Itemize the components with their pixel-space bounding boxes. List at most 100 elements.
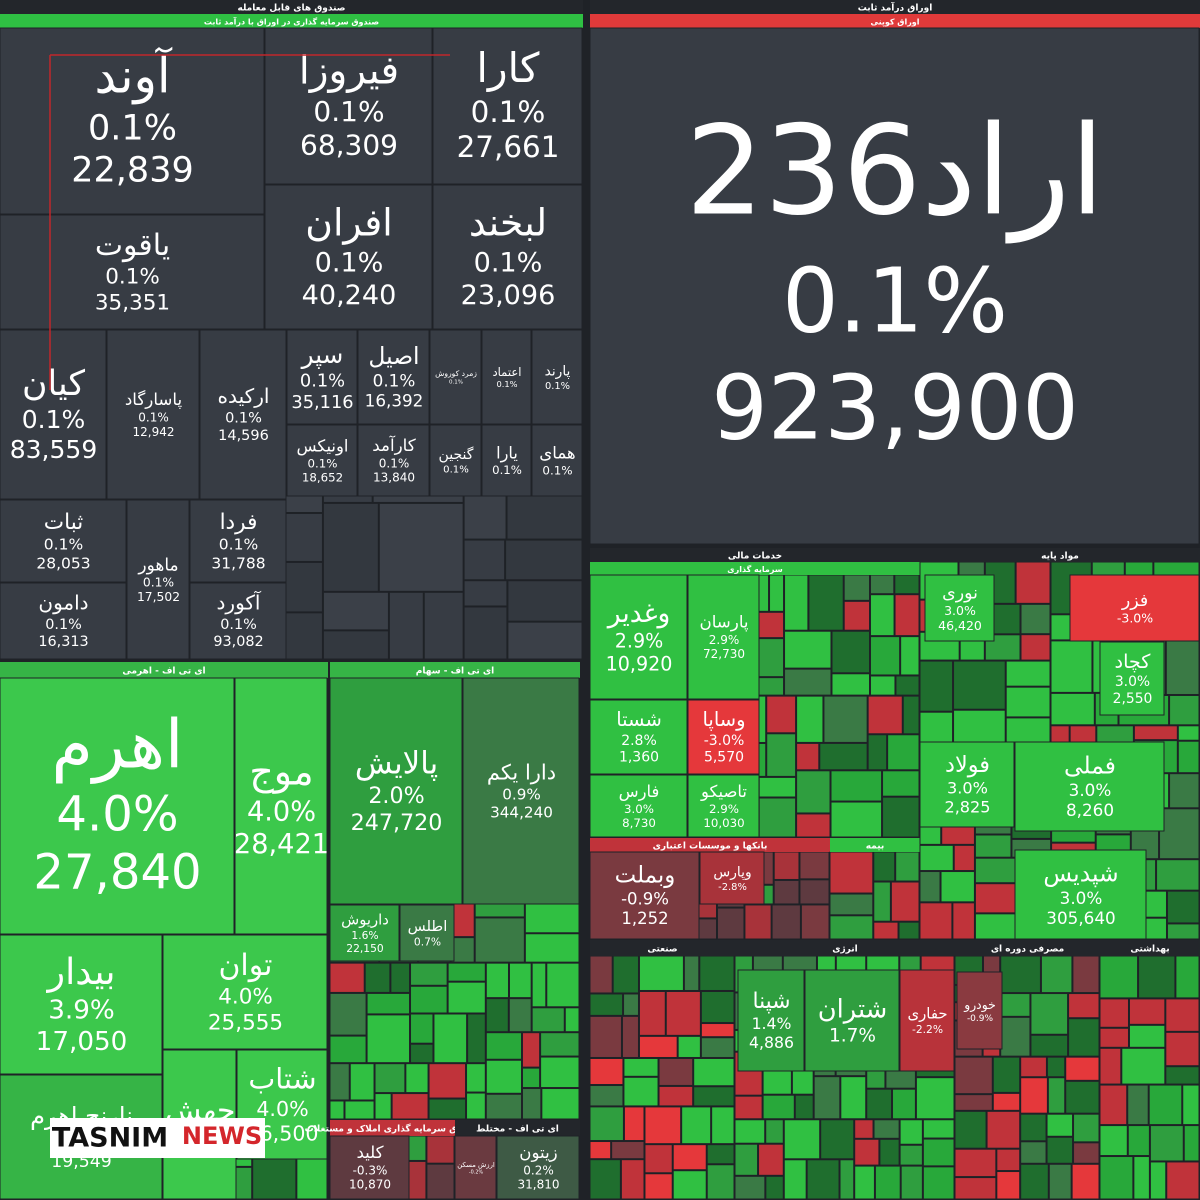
filler-cell — [1072, 955, 1100, 994]
tile-box — [1069, 574, 1200, 642]
tile-change: 2.9% — [709, 802, 739, 816]
filler-cell — [890, 881, 920, 922]
tile-name: اطلس — [408, 918, 448, 935]
tile-value: 31,810 — [518, 1178, 560, 1192]
filler-cell — [374, 1093, 392, 1120]
section-header — [330, 662, 580, 678]
section-title: بهداشتی — [1130, 945, 1169, 955]
filler-cell — [1073, 1113, 1100, 1143]
filler-cell — [1128, 1024, 1166, 1048]
filler-cell — [433, 1013, 468, 1064]
filler-cell — [854, 1119, 874, 1139]
tile-name: شستا — [616, 708, 662, 731]
tile-box — [429, 329, 482, 425]
tile-box — [737, 969, 805, 1072]
filler-cell — [830, 770, 883, 802]
filler-cell — [485, 1059, 522, 1094]
filler-cell — [867, 695, 903, 735]
tile-box — [189, 499, 287, 583]
filler-cell — [839, 1159, 855, 1200]
filler-cell — [485, 998, 509, 1033]
filler-cell — [1015, 561, 1051, 604]
tile-box — [0, 329, 107, 500]
tile-change: 0.1% — [225, 410, 262, 426]
filler-cell — [322, 502, 379, 592]
filler-cell — [505, 539, 583, 581]
filler-cell — [887, 734, 920, 771]
tile-box — [264, 184, 433, 330]
tile-box — [286, 329, 358, 425]
tile-value: 10,870 — [349, 1178, 391, 1192]
tile-name: توان — [218, 948, 272, 983]
filler-cell — [952, 902, 975, 940]
tile-change: 3.0% — [1069, 780, 1112, 800]
tile-change: 0.1% — [138, 410, 169, 424]
filler-cell — [829, 851, 874, 894]
tile-value: 28,053 — [36, 554, 90, 572]
filler-cell — [706, 1144, 735, 1165]
filler-cell — [485, 1032, 522, 1060]
section-title: خدمات مالی — [728, 552, 782, 562]
section-subtitle: اوراق کوپنی — [870, 18, 919, 27]
tile-change: 3.0% — [947, 778, 988, 797]
filler-cell — [1030, 1034, 1069, 1057]
filler-cell — [1099, 955, 1139, 999]
tile-box — [432, 27, 583, 185]
tile-value: 83,559 — [10, 435, 97, 464]
filler-cell — [546, 962, 580, 1008]
filler-cell — [1046, 1056, 1066, 1078]
filler-cell — [1099, 1084, 1128, 1126]
tile-name: افران — [305, 200, 392, 245]
section-header — [955, 940, 1100, 956]
filler-cell — [823, 695, 868, 743]
tile-change: 4.0% — [218, 985, 273, 1010]
tile: آکورد 0.1%93,082 — [189, 582, 287, 660]
filler-cell — [485, 962, 509, 999]
filler-cell — [766, 695, 797, 734]
filler-cell — [638, 955, 684, 991]
filler-cell — [623, 1076, 659, 1107]
filler-cell — [1149, 1161, 1167, 1200]
filler-cell — [899, 1144, 923, 1166]
filler-cell — [870, 574, 895, 595]
tile-value: 344,240 — [490, 804, 553, 822]
tile-change: -0.9% — [621, 889, 669, 908]
filler-cell — [638, 1035, 678, 1058]
tile-value: 17,050 — [36, 1027, 128, 1057]
tile-value: 8,260 — [1066, 800, 1114, 820]
tile-name: همای — [539, 443, 575, 462]
filler-cell — [329, 992, 367, 1036]
filler-cell — [873, 921, 899, 940]
tile-change: 0.9% — [502, 786, 541, 804]
tile-name: موج — [249, 749, 313, 794]
section-title: انرژی — [832, 945, 858, 955]
filler-cell — [819, 742, 868, 771]
filler-cell — [829, 893, 874, 916]
filler-cell — [843, 574, 871, 601]
filler-cell — [426, 1163, 455, 1200]
tile-box — [589, 699, 688, 775]
filler-cell — [621, 1015, 639, 1058]
tile-box — [919, 741, 1015, 828]
filler-cell — [1165, 1066, 1200, 1085]
filler-cell — [1149, 1125, 1184, 1162]
filler-cell — [1065, 1056, 1100, 1081]
tile-box — [687, 774, 760, 838]
filler-cell — [1040, 955, 1073, 994]
filler-cell — [870, 636, 901, 676]
section-subheader — [590, 562, 920, 575]
tile-change: -3.0% — [704, 733, 745, 749]
filler-cell — [796, 813, 831, 838]
tile-change: 0.1% — [219, 536, 258, 554]
tile: ارکیده 0.1% 14,596 — [199, 329, 287, 500]
filler-cell — [531, 1007, 565, 1033]
tile-change: 0.1% — [88, 109, 177, 149]
tile-value: 305,640 — [1046, 908, 1115, 928]
tile-change: 1.4% — [752, 1014, 792, 1033]
filler-cell — [531, 962, 547, 1008]
